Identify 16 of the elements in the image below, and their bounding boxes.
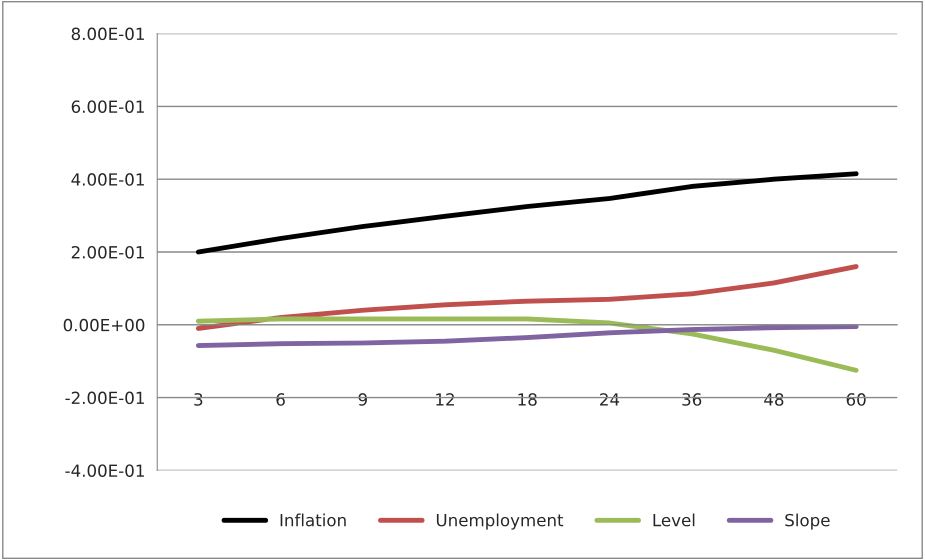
line-series: [196, 316, 859, 373]
y-tick-label: 0.00E+00: [64, 318, 144, 332]
legend-label: Level: [654, 514, 694, 526]
x-tick-label: 3: [194, 393, 202, 406]
line-series: [196, 264, 859, 331]
legend-label: Inflation: [280, 514, 346, 526]
y-tick-label: -4.00E-01: [65, 464, 144, 477]
y-tick-label: 6.00E-01: [72, 100, 144, 113]
line-series: [196, 171, 859, 254]
y-tick-label: 4.00E-01: [71, 173, 144, 186]
y-tick-label: -2.00E-01: [65, 392, 144, 404]
y-tick-label: 2.00E-01: [72, 246, 144, 259]
legend-label: Slope: [785, 514, 830, 530]
line-series: [196, 324, 859, 348]
legend-label: Unemployment: [436, 514, 564, 530]
y-tick-label: 8.00E-01: [72, 28, 144, 40]
